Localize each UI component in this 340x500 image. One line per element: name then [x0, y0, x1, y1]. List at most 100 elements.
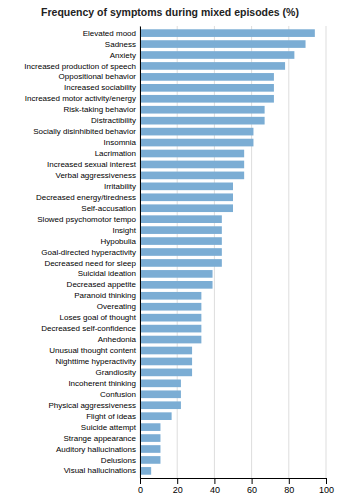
tick-label: Oppositional behavior [59, 72, 137, 81]
tick: Increased sociability [64, 83, 136, 92]
bar [140, 259, 222, 267]
tick: Loses goal of thought [59, 313, 136, 322]
tick: Decreased appetite [67, 280, 137, 289]
tick: Overeating [97, 302, 136, 311]
category-axis: Elevated moodSadnessAnxietyIncreased pro… [24, 27, 140, 479]
grid-line [251, 26, 252, 478]
tick: Delusions [101, 456, 136, 465]
bar [140, 117, 265, 125]
tick-label: Confusion [100, 390, 136, 399]
grid-line [326, 26, 327, 478]
tick: Verbal aggressiveness [56, 171, 137, 180]
tick: Oppositional behavior [59, 72, 137, 81]
tick: 20 [173, 478, 183, 495]
bar [140, 106, 265, 114]
bar [140, 336, 201, 344]
tick: Confusion [100, 390, 136, 399]
tick-label: Irritability [104, 182, 136, 191]
tick: Unusual thought content [49, 346, 137, 355]
tick-label: Strange appearance [64, 434, 137, 443]
tick-label: Socially disinhibited behavior [33, 127, 136, 136]
value-axis: 020406080100 [138, 478, 334, 495]
bar [140, 423, 160, 431]
tick: Nighttime hyperactivity [56, 357, 136, 366]
tick: Decreased energy/tiredness [36, 193, 136, 202]
tick: Auditory hallucinations [56, 445, 136, 454]
bar [140, 281, 213, 289]
tick: Insight [112, 226, 136, 235]
tick: 0 [138, 478, 143, 495]
axis-line [141, 478, 327, 479]
tick-label: Paranoid thinking [74, 291, 136, 300]
bar [140, 456, 160, 464]
chart: 020406080100Elevated moodSadnessAnxietyI… [0, 0, 340, 500]
tick-label: Decreased need for sleep [44, 259, 136, 268]
tick-label: Increased sexual interest [47, 160, 137, 169]
tick: Distractibility [91, 116, 136, 125]
tick-label: Anhedonia [98, 335, 137, 344]
bar [140, 314, 201, 322]
bar [140, 226, 222, 234]
bar [140, 303, 201, 311]
tick: Sadness [105, 40, 136, 49]
tick-mark [289, 478, 290, 484]
tick-label: Hypobulia [100, 237, 136, 246]
tick-mark [214, 478, 215, 484]
bar [140, 380, 181, 388]
tick-label: Lacrimation [95, 149, 136, 158]
tick: Goal-directed hyperactivity [41, 248, 136, 257]
bar [140, 358, 192, 366]
bar [140, 29, 315, 37]
bar [140, 73, 274, 81]
tick-label: 0 [138, 485, 143, 495]
tick-label: Verbal aggressiveness [56, 171, 137, 180]
tick: Self-accusation [81, 204, 136, 213]
bar [140, 172, 244, 180]
bar [140, 128, 253, 136]
tick-label: Self-accusation [81, 204, 136, 213]
tick: 100 [319, 478, 334, 495]
tick-label: Loses goal of thought [59, 313, 136, 322]
bar [140, 215, 222, 223]
tick-label: Suicide attempt [81, 423, 137, 432]
tick-label: Auditory hallucinations [56, 445, 136, 454]
tick-label: Slowed psychomotor tempo [37, 215, 136, 224]
grid-line [288, 26, 289, 478]
grid [140, 26, 326, 478]
bar [140, 84, 274, 92]
bar [140, 193, 233, 201]
bars [140, 29, 315, 474]
tick: Insomnia [104, 138, 137, 147]
tick: Strange appearance [64, 434, 137, 443]
tick-label: Decreased appetite [67, 280, 137, 289]
bar [140, 401, 181, 409]
tick-label: Flight of ideas [86, 412, 136, 421]
tick: Flight of ideas [86, 412, 136, 421]
bar [140, 204, 233, 212]
tick-label: Anxiety [110, 51, 136, 60]
bar [140, 40, 306, 48]
tick: Elevated mood [83, 29, 136, 38]
tick-label: Physical aggressiveness [48, 401, 136, 410]
bar [140, 161, 244, 169]
bar [140, 325, 201, 333]
bar [140, 434, 160, 442]
bar [140, 62, 285, 70]
bar [140, 270, 213, 278]
bar [140, 445, 160, 453]
bar [140, 369, 192, 377]
tick-label: Grandiosity [96, 368, 136, 377]
bar [140, 150, 244, 158]
tick: Slowed psychomotor tempo [37, 215, 136, 224]
tick: Physical aggressiveness [48, 401, 136, 410]
tick: Suicide attempt [81, 423, 137, 432]
tick-label: Incoherent thinking [68, 379, 136, 388]
tick-label: 40 [210, 485, 220, 495]
tick-label: Unusual thought content [49, 346, 137, 355]
tick-label: Insight [112, 226, 136, 235]
tick: Paranoid thinking [74, 291, 136, 300]
tick-label: Delusions [101, 456, 136, 465]
tick-label: Decreased energy/tiredness [36, 193, 136, 202]
tick: Lacrimation [95, 149, 136, 158]
bar [140, 248, 222, 256]
